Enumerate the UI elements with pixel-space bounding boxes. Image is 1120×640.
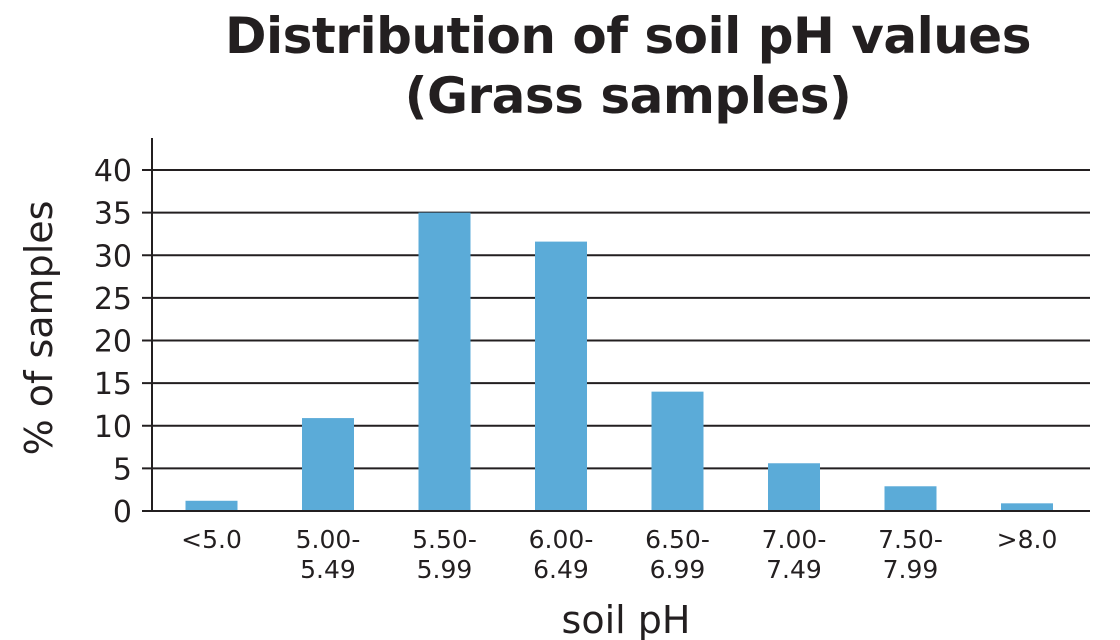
y-tick-label: 0: [113, 495, 132, 530]
bar: [651, 391, 704, 511]
x-tick-label: 5.99: [417, 555, 473, 584]
x-tick-label: 7.99: [883, 555, 939, 584]
y-tick-label: 5: [113, 452, 132, 487]
y-axis-label: % of samples: [17, 201, 61, 456]
y-tick-label: 10: [94, 410, 132, 445]
bar: [302, 418, 354, 511]
x-tick-label: 7.50-: [878, 525, 943, 554]
y-tick-label: 35: [94, 197, 132, 232]
x-tick-label: >8.0: [997, 525, 1058, 554]
bar: [418, 212, 471, 511]
x-tick-label: 6.50-: [645, 525, 710, 554]
x-tick-label: 6.00-: [529, 525, 594, 554]
axes: [142, 138, 1090, 512]
x-tick-label: 5.50-: [412, 525, 477, 554]
y-tick-label: 20: [94, 325, 132, 360]
x-tick-label: 5.00-: [296, 525, 361, 554]
x-tick-label: 7.00-: [762, 525, 827, 554]
bars: [185, 212, 1053, 512]
x-tick-label: 7.49: [766, 555, 822, 584]
y-tick-label: 15: [94, 367, 132, 402]
x-axis-label: soil pH: [562, 598, 691, 640]
chart-title: Distribution of soil pH values (Grass sa…: [0, 6, 1120, 126]
y-tick-label: 30: [94, 239, 132, 274]
bar: [768, 463, 820, 511]
x-tick-labels: <5.0 5.00-5.49 5.50-5.99 6.00-6.49 6.50-6.99…: [181, 525, 1057, 584]
x-tick-label: 6.99: [650, 555, 706, 584]
bar: [1001, 503, 1053, 511]
bar: [884, 486, 937, 511]
y-tick-label: 25: [94, 282, 132, 317]
x-tick-label: 6.49: [533, 555, 589, 584]
y-tick-labels: 0 5 10 15 20 25 30 35 40: [94, 154, 132, 530]
gridlines: [152, 169, 1090, 470]
chart-title-line-2: (Grass samples): [404, 67, 852, 125]
chart-title-line-1: Distribution of soil pH values: [225, 7, 1031, 65]
y-tick-label: 40: [94, 154, 132, 189]
x-tick-label: <5.0: [181, 525, 242, 554]
bar: [535, 241, 587, 512]
bar: [185, 500, 238, 511]
x-tick-label: 5.49: [300, 555, 356, 584]
